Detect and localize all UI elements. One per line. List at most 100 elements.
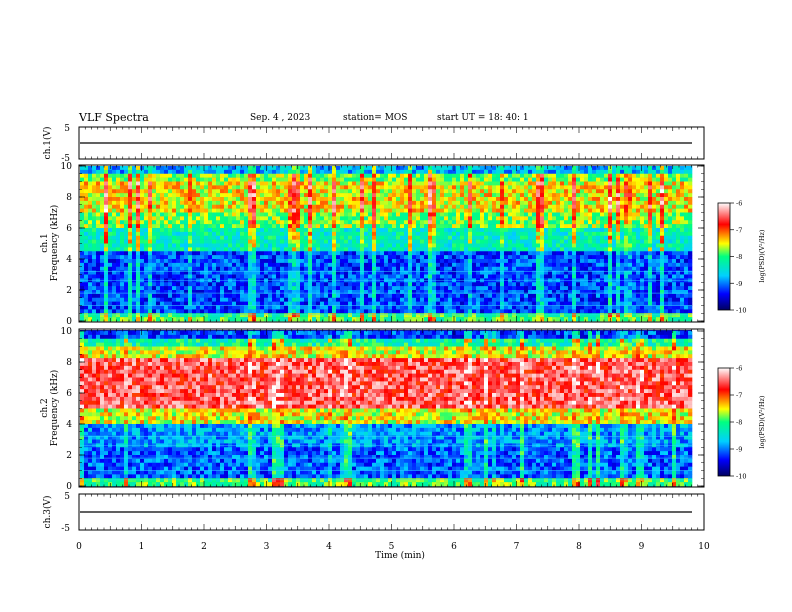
spectrogram-cell [284, 166, 289, 171]
spectrogram-cell [532, 309, 537, 314]
spectrogram-cell [372, 301, 377, 306]
spectrogram-cell [384, 274, 389, 279]
spectrogram-cell [460, 251, 465, 256]
spectrogram-cell [196, 305, 201, 310]
spectrogram-cell [288, 181, 293, 186]
spectrogram-cell [324, 166, 329, 171]
spectrogram-cell [172, 224, 177, 229]
spectrogram-cell [316, 297, 321, 302]
spectrogram-cell [168, 297, 173, 302]
spectrogram-cell [492, 305, 497, 310]
spectrogram-cell [192, 290, 197, 295]
spectrogram-cell [108, 282, 113, 287]
spectrogram-cell [436, 185, 441, 190]
spectrogram-cell [284, 247, 289, 252]
spectrogram-cell [516, 177, 521, 182]
spectrogram-cell [372, 204, 377, 209]
spectrogram-cell [156, 228, 161, 233]
spectrogram-cell [388, 173, 393, 178]
spectrogram-cell [544, 243, 549, 248]
spectrogram-cell [520, 266, 525, 271]
spectrogram-cell [308, 181, 313, 186]
spectrogram-cell [464, 220, 469, 225]
spectrogram-cell [280, 185, 285, 190]
spectrogram-cell [96, 259, 101, 264]
spectrogram-cell [248, 305, 253, 310]
spectrogram-cell [392, 293, 397, 299]
spectrogram-cell [296, 247, 301, 252]
spectrogram-cell [140, 305, 145, 310]
spectrogram-cell [192, 259, 197, 264]
spectrogram-cell [204, 200, 209, 206]
spectrogram-cell [172, 228, 177, 233]
spectrogram-cell [124, 204, 129, 209]
spectrogram-cell [384, 297, 389, 302]
spectrogram-cell [544, 173, 549, 178]
spectrogram-cell [324, 270, 329, 275]
spectrogram-cell [316, 231, 321, 237]
spectrogram-cell [112, 262, 117, 268]
spectrogram-cell [388, 204, 393, 209]
spectrogram-cell [540, 189, 545, 194]
spectrogram-cell [212, 251, 217, 256]
spectrogram-cell [112, 309, 117, 314]
spectrogram-cell [524, 305, 529, 310]
spectrogram-cell [380, 173, 385, 178]
spectrogram-cell [488, 181, 493, 186]
spectrogram-cell [512, 301, 517, 306]
spectrogram-cell [364, 224, 369, 229]
spectrogram-cell [220, 266, 225, 271]
spectrogram-cell [240, 239, 245, 244]
spectrogram-cell [164, 286, 169, 291]
spectrogram-cell [152, 173, 157, 178]
spectrogram-cell [432, 313, 437, 318]
spectrogram-cell [480, 293, 485, 299]
spectrogram-cell [364, 266, 369, 271]
spectrogram-cell [540, 259, 545, 264]
spectrogram-cell [192, 270, 197, 275]
spectrogram-cell [536, 282, 541, 287]
spectrogram-cell [428, 212, 433, 217]
spectrogram-cell [132, 235, 137, 240]
spectrogram-cell [228, 270, 233, 275]
spectrogram-cell [108, 228, 113, 233]
spectrogram-cell [80, 204, 85, 209]
spectrogram-cell [188, 243, 193, 248]
spectrogram-cell [228, 301, 233, 306]
spectrogram-cell [176, 309, 181, 314]
spectrogram-cell [304, 290, 309, 295]
spectrogram-cell [484, 200, 489, 206]
spectrogram-cell [476, 301, 481, 306]
spectrogram-cell [436, 255, 441, 260]
spectrogram-cell [412, 216, 417, 221]
spectrogram-cell [432, 220, 437, 225]
spectrogram-cell [196, 282, 201, 287]
spectrogram-cell [468, 208, 473, 213]
spectrogram-cell [300, 193, 305, 198]
spectrogram-cell [484, 177, 489, 182]
spectrogram-cell [540, 185, 545, 190]
spectrogram-cell [372, 282, 377, 287]
spectrogram-cell [112, 317, 117, 322]
spectrogram-cell [176, 173, 181, 178]
spectrogram-cell [408, 235, 413, 240]
spectrogram-cell [116, 235, 121, 240]
spectrogram-cell [544, 286, 549, 291]
spectrogram-cell [480, 208, 485, 213]
spectrogram-cell [476, 266, 481, 271]
spectrogram-cell [316, 169, 321, 175]
spectrogram-cell [328, 216, 333, 221]
spectrogram-cell [88, 197, 93, 202]
spectrogram-cell [100, 216, 105, 221]
spectrogram-cell [100, 193, 105, 198]
spectrogram-cell [504, 305, 509, 310]
spectrogram-cell [380, 270, 385, 275]
spectrogram-cell [248, 166, 253, 171]
spectrogram-cell [360, 231, 365, 237]
spectrogram-cell [220, 262, 225, 268]
spectrogram-cell [436, 270, 441, 275]
spectrogram-cell [136, 305, 141, 310]
spectrogram-cell [312, 200, 317, 206]
spectrogram-cell [108, 251, 113, 256]
spectrogram-cell [392, 313, 397, 318]
